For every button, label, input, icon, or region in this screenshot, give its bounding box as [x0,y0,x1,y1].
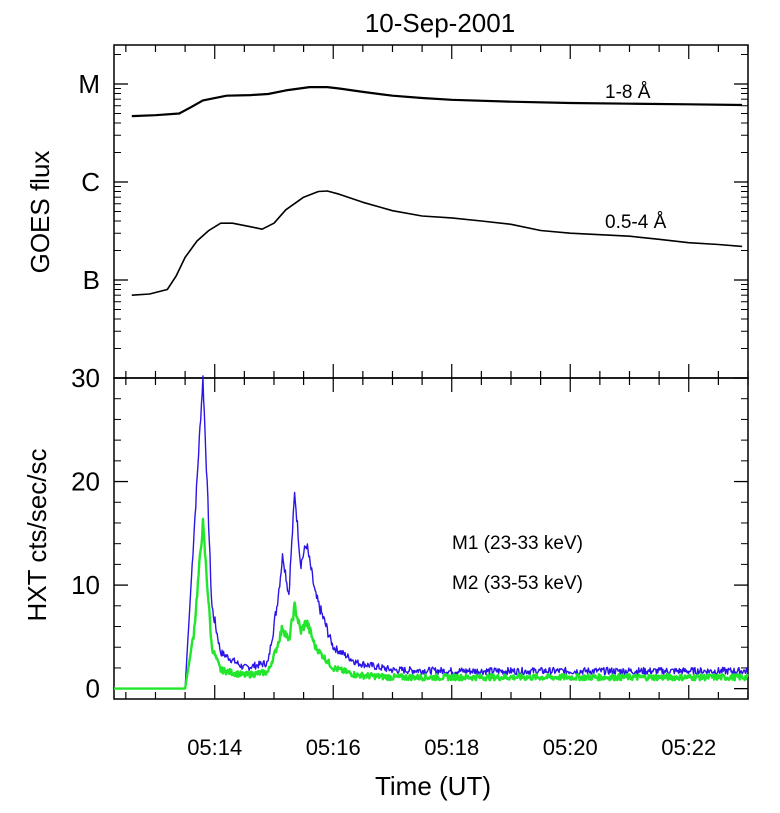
goes-ticks [114,45,749,378]
goes-1-8-series-line [131,85,743,118]
hxt-xtick-label-0520: 05:20 [543,735,598,760]
hxt-ytick-label-20: 20 [71,467,100,497]
hxt-xtick-label-0516: 05:16 [306,735,361,760]
hxt-series-group [114,375,749,690]
hxt-plot-frame [113,377,749,700]
hxt-ytick-label-0: 0 [86,674,100,704]
hxt-xtick-label-0514: 05:14 [187,735,242,760]
goes-series-label-0-5-4: 0.5-4 Å [605,212,667,233]
goes-y-axis-label: GOES flux [25,151,55,274]
goes-series-group [131,85,743,296]
goes-ytick-label-m: M [78,69,100,99]
chart-title: 10-Sep-2001 [365,8,515,38]
legend-m1: M1 (23-33 keV) [452,533,583,554]
goes-0-5-4-series-line [131,190,743,296]
hxt-m1-series-line [114,375,749,690]
goes-series-label-1-8: 1-8 Å [605,82,651,103]
hxt-ytick-label-10: 10 [71,570,100,600]
hxt-ytick-label-30: 30 [71,363,100,393]
goes-ytick-label-c: C [81,167,100,197]
legend-m2: M2 (33-53 keV) [452,573,583,594]
hxt-m2-series-line [114,517,749,690]
hxt-panel: HXT cts/sec/sc 0 10 20 30 05:14 05:16 05… [22,363,749,801]
hxt-xtick-label-0518: 05:18 [424,735,479,760]
goes-panel: GOES flux B C M 1-8 Å 0.5-4 Å [25,44,749,379]
hxt-xtick-label-0522: 05:22 [661,735,716,760]
hxt-y-axis-label: HXT cts/sec/sc [22,449,52,622]
goes-ytick-label-b: B [83,265,100,295]
hxt-x-axis-label: Time (UT) [375,771,491,801]
